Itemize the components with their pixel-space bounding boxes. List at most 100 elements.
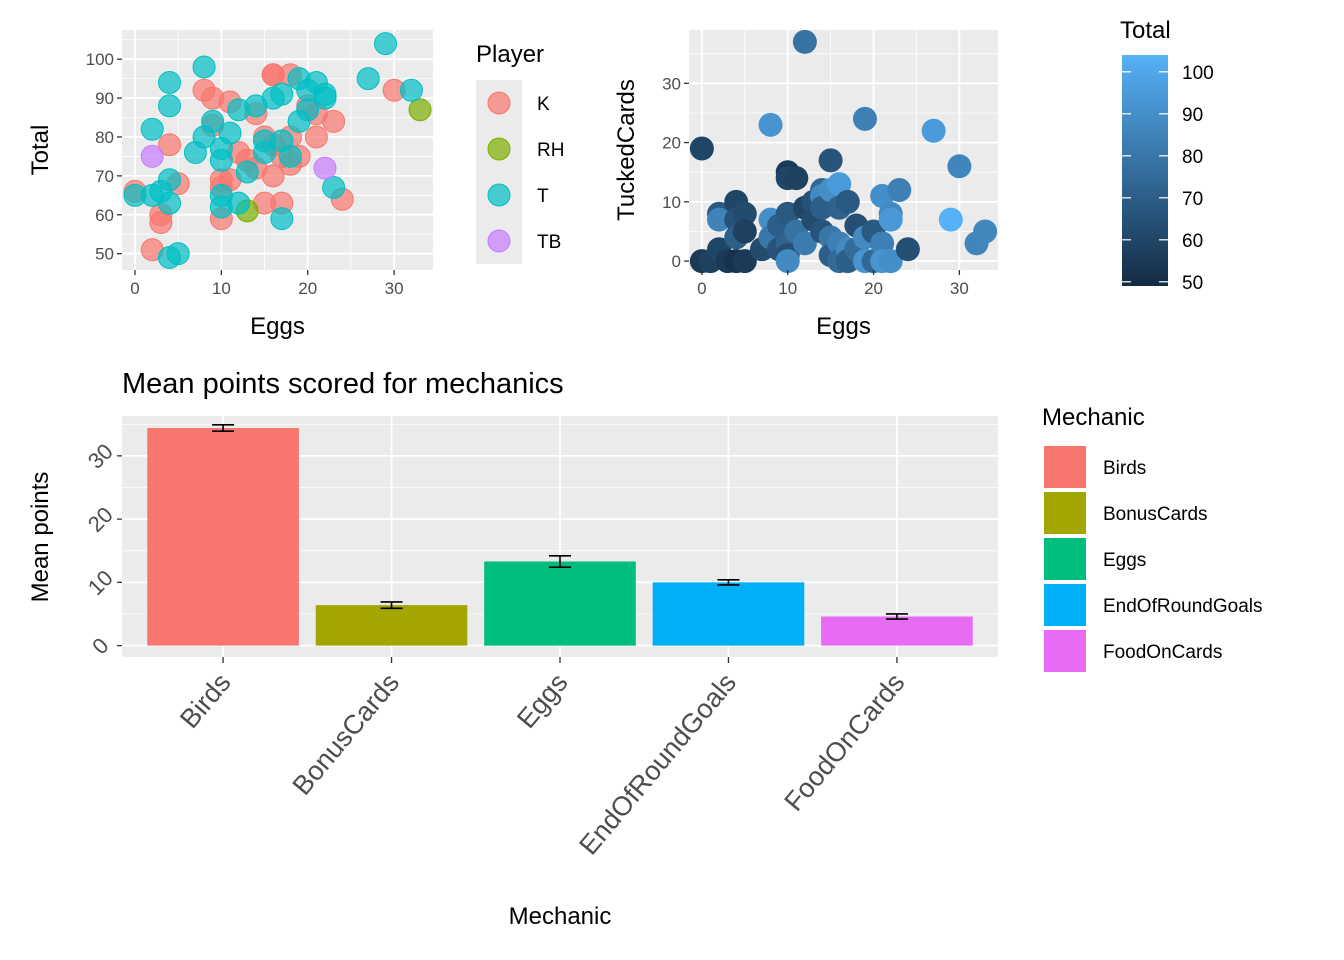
data-point-t: [322, 176, 346, 200]
x-tick-label: 0: [697, 279, 706, 298]
y-axis-title: TuckedCards: [613, 79, 640, 221]
data-point-t: [192, 55, 216, 79]
x-tick-label: 30: [950, 279, 969, 298]
legend-label: RH: [537, 140, 564, 161]
data-point-t: [356, 67, 380, 91]
data-point: [732, 201, 757, 226]
x-axis-ticks: 0 10 20 30: [130, 270, 404, 298]
colorbar-tick-label: 50: [1182, 273, 1203, 294]
legend-swatch: [1044, 446, 1086, 488]
data-point-t: [158, 168, 182, 192]
x-axis-title: Mechanic: [509, 903, 612, 930]
data-point-t: [227, 191, 251, 215]
data-point: [707, 207, 732, 232]
x-axis-title: Eggs: [250, 313, 305, 340]
legend-title: Player: [476, 41, 544, 68]
data-point: [895, 237, 920, 262]
data-point-tb: [313, 156, 337, 180]
colorbar-title: Total: [1120, 17, 1171, 44]
legend-label: TB: [537, 232, 561, 253]
x-tick-label: 30: [385, 279, 404, 298]
legend-swatch: [487, 137, 511, 161]
data-point-t: [158, 191, 182, 215]
data-point: [887, 178, 912, 202]
y-tick-label: 100: [86, 50, 114, 69]
legend-swatch: [487, 183, 511, 207]
colorbar-tick-label: 90: [1182, 105, 1203, 126]
bar-bonuscards: [315, 605, 468, 646]
scatter-points: [689, 29, 998, 274]
data-point: [792, 29, 817, 54]
data-point-t: [278, 144, 302, 168]
data-point: [732, 249, 757, 274]
bars: [147, 428, 973, 646]
data-point-t: [373, 32, 397, 56]
data-point: [732, 219, 757, 244]
data-point: [870, 231, 895, 256]
data-point-tb: [140, 144, 164, 168]
legend-swatch: [1044, 584, 1086, 626]
x-tick-label: 0: [130, 279, 139, 298]
data-point: [818, 148, 843, 173]
y-tick-label: 20: [662, 134, 681, 153]
x-tick-label: 10: [212, 279, 231, 298]
chart-title: Mean points scored for mechanics: [122, 368, 564, 400]
legend-swatch: [487, 229, 511, 253]
data-point-k: [158, 133, 182, 157]
y-tick-label: 70: [95, 167, 114, 186]
colorbar-tick-label: 60: [1182, 231, 1203, 252]
bar-birds: [147, 428, 299, 646]
data-point-t: [399, 78, 423, 102]
data-point: [758, 112, 783, 137]
data-point-t: [209, 148, 233, 172]
data-point: [689, 136, 714, 161]
data-point: [921, 118, 946, 143]
legend-label: BonusCards: [1103, 504, 1208, 525]
data-point-k: [322, 109, 346, 133]
data-point: [938, 207, 963, 232]
legend-label: EndOfRoundGoals: [1103, 596, 1263, 617]
y-tick-label: 30: [662, 74, 681, 93]
legend-label: K: [537, 94, 550, 115]
y-tick-label: 90: [95, 89, 114, 108]
scatter-points: [123, 32, 432, 270]
legend-swatch: [487, 91, 511, 115]
data-point-t: [158, 71, 182, 95]
x-tick-label: 10: [778, 279, 797, 298]
colorbar-tick-label: 80: [1182, 147, 1203, 168]
x-tick-label: 20: [864, 279, 883, 298]
y-tick-label: 60: [95, 206, 114, 225]
data-point: [835, 189, 860, 214]
bar-eggs: [484, 561, 636, 646]
legend-label: T: [537, 186, 549, 207]
colorbar-tick-label: 100: [1182, 63, 1214, 84]
data-point: [784, 166, 809, 191]
data-point: [973, 219, 998, 244]
y-tick-label: 80: [95, 128, 114, 147]
data-point-t: [313, 82, 337, 106]
y-tick-label: 50: [95, 245, 114, 264]
data-point: [810, 195, 835, 220]
data-point-t: [201, 109, 225, 133]
legend-swatch: [1044, 538, 1086, 580]
legend: K RH T TB: [476, 80, 564, 264]
legend-label: FoodOnCards: [1103, 642, 1222, 663]
data-point-t: [235, 160, 259, 184]
y-axis-title: Mean points: [27, 472, 54, 603]
data-point: [852, 106, 877, 131]
y-axis-ticks: 50 60 70 80 90 100: [86, 50, 122, 264]
legend-title: Mechanic: [1042, 404, 1145, 431]
data-point-k: [304, 125, 328, 149]
legend-swatch: [1044, 492, 1086, 534]
legend-swatch: [1044, 630, 1086, 672]
data-point-t: [296, 98, 320, 122]
legend-label: Eggs: [1103, 550, 1146, 571]
data-point-t: [270, 207, 294, 231]
bar-endofroundgoals: [652, 582, 805, 646]
data-point-rh: [408, 98, 432, 122]
data-point-t: [140, 117, 164, 141]
colorbar-ticks: 50 60 70 80 90 100: [1122, 63, 1214, 294]
legend-label: Birds: [1103, 458, 1146, 479]
colorbar: [1122, 55, 1168, 286]
